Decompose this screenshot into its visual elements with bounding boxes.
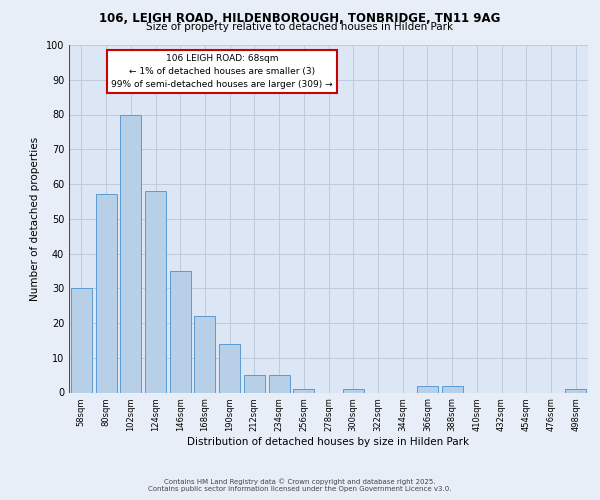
Text: Size of property relative to detached houses in Hilden Park: Size of property relative to detached ho…: [146, 22, 454, 32]
Text: 106, LEIGH ROAD, HILDENBOROUGH, TONBRIDGE, TN11 9AG: 106, LEIGH ROAD, HILDENBOROUGH, TONBRIDG…: [100, 12, 500, 26]
Bar: [565, 389, 586, 392]
X-axis label: Distribution of detached houses by size in Hilden Park: Distribution of detached houses by size …: [187, 437, 470, 447]
Bar: [95, 194, 116, 392]
Bar: [71, 288, 92, 393]
Y-axis label: Number of detached properties: Number of detached properties: [30, 136, 40, 301]
Text: 106 LEIGH ROAD: 68sqm
← 1% of detached houses are smaller (3)
99% of semi-detach: 106 LEIGH ROAD: 68sqm ← 1% of detached h…: [111, 54, 333, 89]
Bar: [417, 386, 438, 392]
Text: Contains public sector information licensed under the Open Government Licence v3: Contains public sector information licen…: [148, 486, 452, 492]
Bar: [343, 389, 364, 392]
Bar: [145, 191, 166, 392]
Bar: [194, 316, 215, 392]
Bar: [442, 386, 463, 392]
Bar: [244, 375, 265, 392]
Text: Contains HM Land Registry data © Crown copyright and database right 2025.: Contains HM Land Registry data © Crown c…: [164, 478, 436, 485]
Bar: [269, 375, 290, 392]
Bar: [219, 344, 240, 393]
Bar: [120, 114, 141, 392]
Bar: [170, 271, 191, 392]
Bar: [293, 389, 314, 392]
